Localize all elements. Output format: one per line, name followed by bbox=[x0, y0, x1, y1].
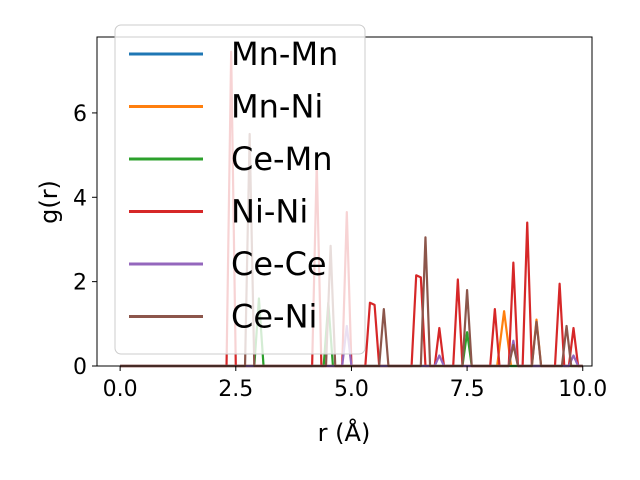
y-axis-label: g(r) bbox=[35, 180, 63, 224]
legend-label-ce-ce: Ce-Ce bbox=[231, 245, 327, 283]
x-tick-label: 10.0 bbox=[558, 377, 607, 402]
y-tick-label: 0 bbox=[73, 355, 87, 380]
y-tick-label: 6 bbox=[73, 102, 87, 127]
y-axis-ticks: 0 2 4 6 bbox=[73, 102, 97, 380]
x-tick-label: 5.0 bbox=[334, 377, 369, 402]
y-tick-label: 2 bbox=[73, 271, 87, 296]
x-axis-ticks: 0.0 2.5 5.0 7.5 10.0 bbox=[103, 366, 607, 402]
legend-label-ni-ni: Ni-Ni bbox=[231, 193, 308, 231]
legend: Mn-Mn Mn-Ni Ce-Mn Ni-Ni Ce-Ce Ce-Ni bbox=[114, 24, 366, 355]
x-tick-label: 7.5 bbox=[450, 377, 485, 402]
legend-label-ce-ni: Ce-Ni bbox=[231, 298, 317, 336]
x-tick-label: 0.0 bbox=[103, 377, 138, 402]
legend-label-mn-ni: Mn-Ni bbox=[231, 88, 323, 126]
x-axis-label: r (Å) bbox=[318, 418, 371, 447]
legend-label-ce-mn: Ce-Mn bbox=[231, 140, 332, 178]
x-tick-label: 2.5 bbox=[218, 377, 253, 402]
y-tick-label: 4 bbox=[73, 186, 87, 211]
legend-label-mn-mn: Mn-Mn bbox=[231, 35, 338, 73]
